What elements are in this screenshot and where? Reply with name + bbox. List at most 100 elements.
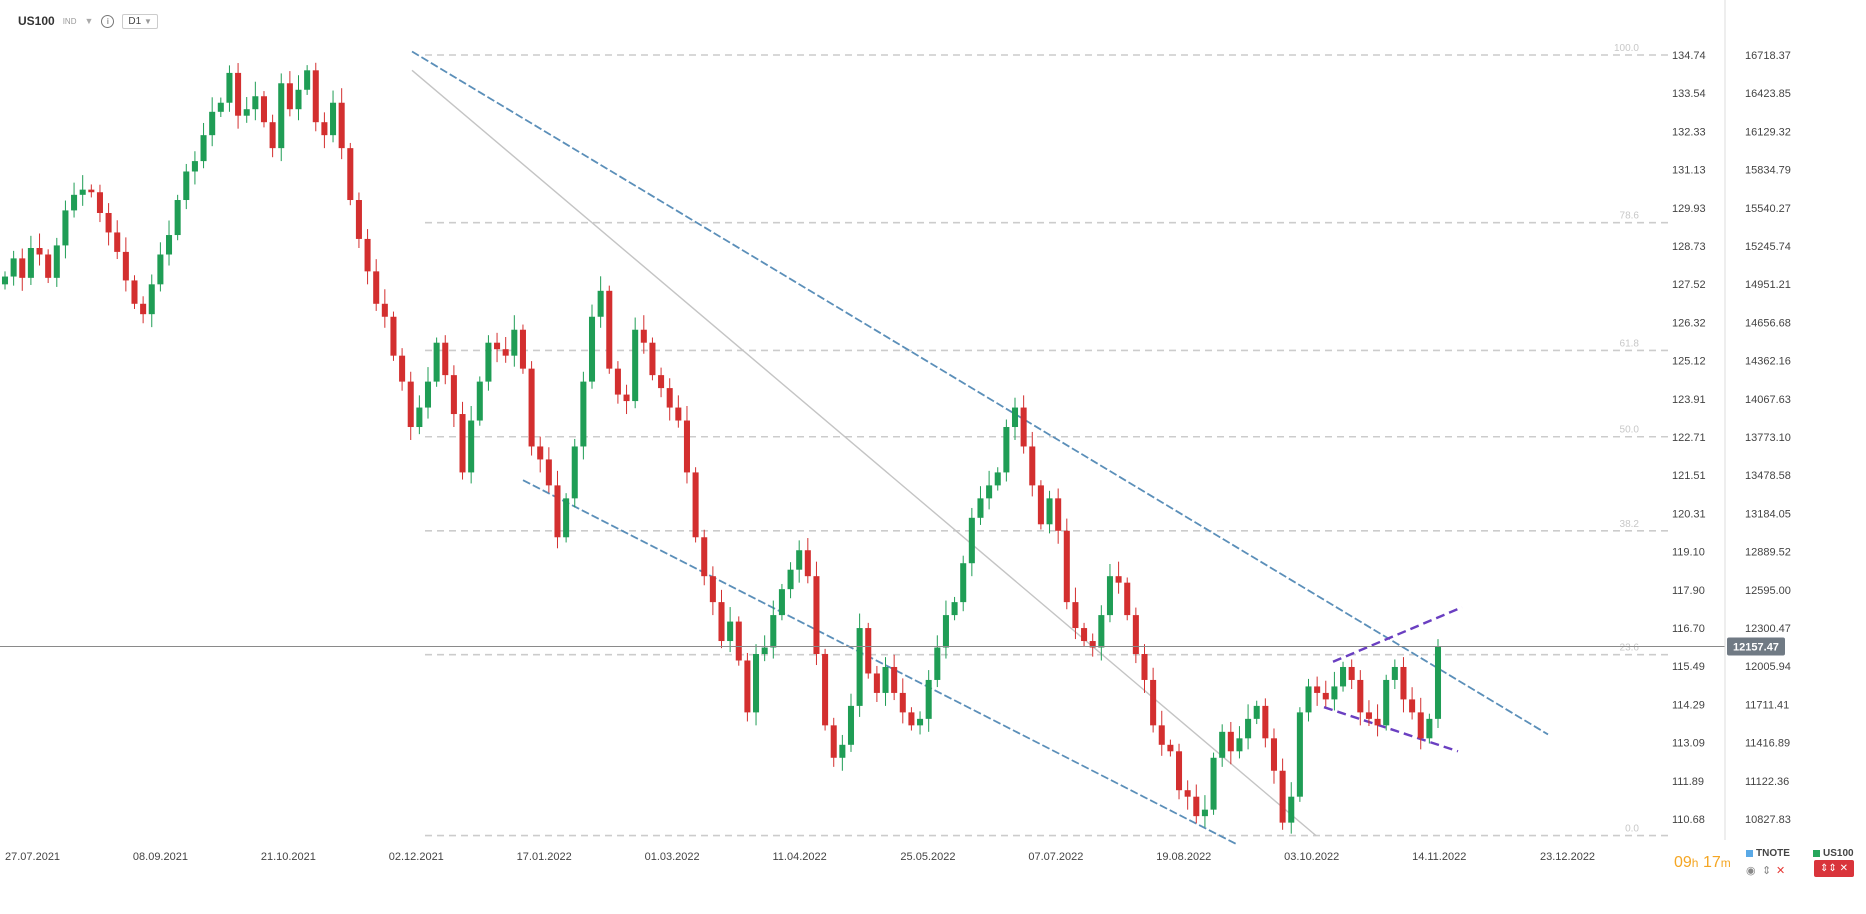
candle-body [934, 647, 941, 680]
candle-body [260, 96, 267, 123]
y-tick-label: 119.10 [1672, 547, 1705, 559]
candles [1, 62, 1442, 834]
candle-countdown: 09h 17m [1674, 854, 1731, 872]
candle-body [744, 660, 751, 713]
candle-body [1176, 751, 1183, 791]
candle-body [1227, 731, 1234, 752]
candle-body [822, 654, 829, 726]
channel-lower-line[interactable] [522, 479, 1239, 846]
channel-upper-line[interactable] [411, 50, 1549, 736]
candle-body [1348, 666, 1355, 680]
candle-body [330, 102, 337, 136]
candle-body [226, 72, 233, 103]
candle-body [381, 303, 388, 317]
candle-body [295, 89, 302, 110]
us100-swatch [1813, 850, 1820, 857]
info-icon[interactable]: i [101, 14, 115, 28]
current-price-tag [1727, 637, 1785, 656]
candle-body [1072, 602, 1079, 629]
axes: 134.74 133.54 132.33 131.13 129.93 128.73 127.… [5, 0, 1791, 863]
legend-item-us100[interactable]: US100 [1813, 848, 1854, 859]
candle-body [1426, 718, 1433, 739]
candle-body [122, 251, 129, 281]
candle-body [183, 171, 190, 201]
fib-level-label: 23.6 [1620, 643, 1640, 654]
close-icon[interactable]: ✕ [1776, 865, 1786, 877]
candle-body [1340, 666, 1347, 687]
candle-body [1417, 712, 1424, 739]
wedge-upper-line[interactable] [1332, 606, 1463, 663]
y-tick-label: 129.93 [1672, 203, 1706, 215]
candle-body [658, 375, 665, 389]
candle-body [373, 271, 380, 304]
timeframe-select[interactable]: D1 ▼ [122, 13, 158, 29]
y-tick-label: 121.51 [1672, 470, 1706, 482]
fib-level-label: 50.0 [1620, 425, 1640, 436]
candle-body [571, 446, 578, 499]
y-tick-label: 12005.94 [1745, 661, 1791, 673]
eye-icon[interactable]: ◉ [1746, 865, 1756, 877]
candle-body [899, 692, 906, 713]
candle-body [1115, 576, 1122, 583]
candle-body [62, 210, 69, 246]
symbol-label[interactable]: US100 [18, 14, 55, 28]
candle-body [856, 628, 863, 706]
candle-body [243, 109, 250, 116]
candle-body [1158, 725, 1165, 745]
candle-body [813, 576, 820, 655]
candle-body [79, 189, 86, 195]
y-tick-label: 126.32 [1672, 317, 1706, 329]
fib-level-label: 38.2 [1620, 519, 1640, 530]
candle-body [1046, 498, 1053, 525]
candle-body [942, 615, 949, 648]
candle-body [114, 232, 121, 252]
instrument-type-badge: IND [62, 16, 77, 26]
candle-body [209, 111, 216, 136]
chevron-down-icon[interactable]: ▼ [84, 16, 94, 26]
candle-body [217, 102, 224, 112]
y-tick-label: 12595.00 [1745, 585, 1791, 597]
candle-body [1184, 790, 1191, 797]
y-tick-label: 131.13 [1672, 165, 1706, 177]
y-tick-label: 127.52 [1672, 279, 1706, 291]
y-tick-label: 11416.89 [1745, 738, 1790, 750]
candle-body [278, 83, 285, 149]
legend-item-tnote[interactable]: TNOTE [1746, 848, 1790, 859]
candle-body [1029, 446, 1036, 486]
timeframe-value: D1 [128, 15, 142, 27]
wedge-lower-line[interactable] [1323, 706, 1459, 753]
move-icon[interactable]: ⇕ [1762, 865, 1772, 877]
candle-body [675, 407, 682, 421]
y-tick-label: 122.71 [1672, 432, 1706, 444]
candle-body [1288, 796, 1295, 823]
candle-body [304, 70, 311, 90]
trend-lines [411, 50, 1549, 846]
candle-body [545, 459, 552, 486]
y-tick-label: 12300.47 [1745, 623, 1791, 635]
candle-body [407, 381, 414, 428]
candle-body [347, 148, 354, 201]
y-tick-label: 16129.32 [1745, 126, 1791, 138]
candle-body [761, 647, 768, 655]
current-price-line: 12157.47 [0, 637, 1785, 656]
diagonal-trend-line[interactable] [411, 69, 1317, 837]
candle-body [623, 394, 630, 402]
candle-body [1063, 530, 1070, 603]
candle-body [968, 517, 975, 564]
y-tick-label: 14067.63 [1745, 394, 1791, 406]
current-price-label: 12157.47 [1733, 642, 1779, 654]
candle-body [105, 212, 112, 233]
candle-body [882, 666, 889, 693]
candle-body [1245, 718, 1252, 739]
x-tick-label: 02.12.2021 [389, 851, 444, 863]
candle-body [1391, 666, 1398, 680]
candle-body [908, 712, 915, 726]
candle-body [891, 666, 898, 693]
chevron-down-icon: ▼ [143, 16, 152, 26]
y-tick-label: 128.73 [1672, 241, 1706, 253]
candle-body [502, 349, 509, 356]
compare-toggle-button[interactable]: ⇕⇕ ✕ [1814, 860, 1854, 877]
y-tick-label: 13184.05 [1745, 508, 1791, 520]
